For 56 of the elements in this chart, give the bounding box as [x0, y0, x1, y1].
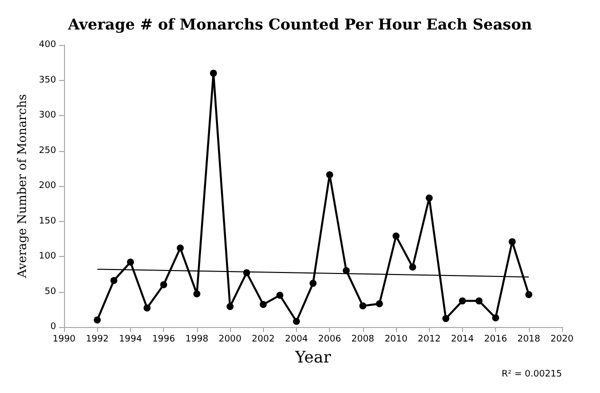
point [260, 300, 267, 308]
x-tick-label: 2016 [484, 334, 508, 344]
x-tick-label: 1998 [185, 334, 209, 344]
point [276, 292, 284, 299]
point [508, 238, 516, 246]
x-tick-label: 2010 [384, 334, 408, 344]
point [442, 315, 450, 322]
x-tick-label: 2008 [351, 334, 375, 344]
x-tick-label: 1992 [86, 334, 109, 344]
point [310, 280, 317, 287]
point [226, 303, 234, 310]
point [359, 302, 366, 310]
y-tick-label: 0 [50, 322, 56, 332]
x-tick-label: 1990 [52, 334, 76, 344]
point [525, 291, 532, 298]
point [326, 171, 334, 178]
x-tick-label: 2012 [418, 334, 441, 344]
y-tick-label: 400 [38, 40, 56, 50]
text: R² = 0.00215 [502, 370, 562, 380]
point [193, 290, 200, 298]
point [409, 264, 416, 271]
y-tick-label: 100 [38, 252, 56, 262]
point [160, 281, 168, 288]
point [126, 258, 134, 266]
y-tick-label: 50 [44, 286, 56, 297]
point [292, 318, 300, 325]
point [376, 300, 383, 308]
point [476, 297, 483, 304]
y-tick-label: 200 [38, 181, 56, 191]
point [342, 267, 350, 274]
y-tick-label: 300 [38, 110, 56, 120]
point [492, 314, 500, 322]
x-tick-label: 2020 [550, 334, 574, 344]
point [426, 194, 433, 202]
y-tick-label: 350 [38, 75, 56, 86]
x-tick-label: 2006 [318, 334, 342, 344]
x-tick-label: 2004 [284, 334, 308, 344]
x-tick-label: 2002 [252, 334, 275, 344]
point [94, 316, 101, 324]
x-axis-title: Year [294, 348, 332, 366]
point [144, 304, 151, 312]
point [210, 70, 217, 77]
x-tick-label: 2014 [450, 334, 474, 344]
y-axis-title: Average Number of Monarchs [15, 94, 29, 279]
point [176, 244, 184, 252]
x-tick-label: 1996 [152, 334, 176, 344]
point [243, 269, 250, 276]
point [110, 276, 118, 284]
x-tick-label: 1994 [119, 334, 142, 344]
y-tick-label: 250 [38, 146, 56, 156]
x-tick-label: 2000 [218, 334, 242, 344]
point [458, 297, 466, 304]
point [392, 232, 400, 240]
y-tick-label: 150 [38, 216, 56, 226]
x-tick-label: 2018 [517, 334, 541, 344]
chart-title: Average # of Monarchs Counted Per Hour Each Season [66, 16, 532, 34]
